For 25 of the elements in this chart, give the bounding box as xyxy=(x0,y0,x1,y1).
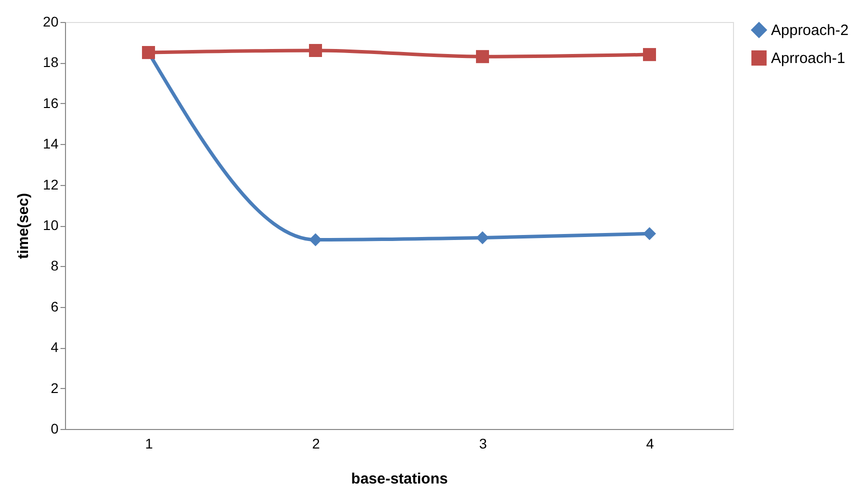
y-axis-title: time(sec) xyxy=(14,193,32,259)
x-axis-title: base-stations xyxy=(351,470,448,488)
point xyxy=(476,231,490,244)
y-tick-label: 14 xyxy=(42,136,59,152)
y-tick-label: 4 xyxy=(50,339,59,356)
x-tick-label: 2 xyxy=(312,436,320,452)
point xyxy=(642,227,656,240)
y-tick-label: 8 xyxy=(50,258,59,274)
x-tick-label: 3 xyxy=(479,436,488,452)
x-tick-label: 4 xyxy=(646,436,654,452)
point xyxy=(642,48,656,62)
y-tick-label: 10 xyxy=(42,217,59,233)
legend-label: Aprroach-1 xyxy=(771,50,846,67)
y-tick-label: 0 xyxy=(50,420,59,436)
y-tick-label: 6 xyxy=(50,298,59,314)
y-tick-label: 2 xyxy=(50,380,59,396)
point xyxy=(308,233,322,246)
x-tick-label: 1 xyxy=(145,436,154,452)
point xyxy=(308,44,322,58)
y-tick-label: 18 xyxy=(42,54,59,70)
legend-label: Approach-2 xyxy=(771,22,849,39)
y-tick-label: 12 xyxy=(42,176,59,192)
point xyxy=(476,50,490,64)
y-tick-label: 20 xyxy=(42,14,59,30)
y-tick-label: 16 xyxy=(42,94,59,111)
